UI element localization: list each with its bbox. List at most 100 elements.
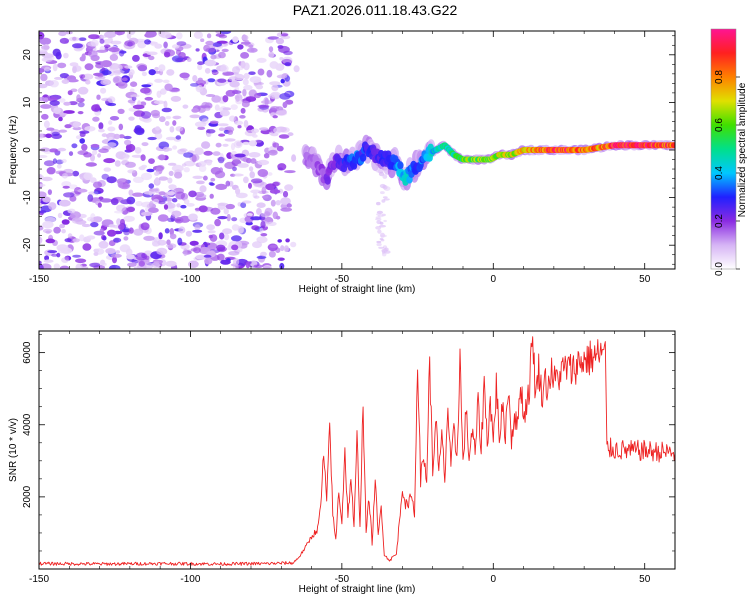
spectrogram-noise-blob — [197, 61, 205, 66]
spectrogram-noise-blob — [175, 191, 186, 200]
spectrogram-noise-blob — [46, 167, 56, 175]
spectrogram-noise-blob — [128, 189, 134, 196]
spectrogram-noise-blob — [206, 160, 213, 166]
spectrogram-noise-blob — [132, 104, 145, 110]
spectrogram-noise-blob — [131, 154, 143, 158]
spectrogram-noise-blob — [231, 224, 240, 231]
spectrogram-noise-blob — [268, 51, 275, 58]
spectrogram-noise-blob — [81, 143, 88, 151]
spectrogram-noise-blob — [193, 31, 203, 39]
spectrogram-noise-blob — [143, 235, 155, 241]
spectrogram-noise-blob — [61, 181, 72, 188]
spectrogram-noise-blob — [152, 113, 161, 119]
spectrogram-noise-blob — [63, 101, 71, 106]
spectrogram-noise-blob — [261, 186, 267, 194]
spectrogram-noise-blob — [82, 243, 92, 251]
spectrogram-noise-blob — [57, 212, 63, 219]
spectrogram-noise-blob — [376, 210, 383, 214]
spectrogram-noise-blob — [96, 94, 101, 100]
spectrogram-noise-blob — [272, 115, 278, 119]
snr-x-ticks: -150 -100 -50 0 50 — [29, 331, 676, 585]
spectrogram-noise-blob — [115, 250, 121, 254]
spectrogram-noise-blob — [167, 200, 172, 207]
y-tick-label: 0 — [22, 147, 33, 153]
spectrogram-noise-blob — [77, 111, 84, 115]
spectrogram-noise-blob — [211, 69, 218, 73]
spectrogram-noise-blob — [113, 133, 121, 140]
spectrogram-noise-blob — [136, 63, 147, 70]
spectrogram-signal-track — [301, 134, 675, 191]
spectrogram-noise-blob — [123, 135, 132, 140]
spectrogram-noise-blob — [57, 147, 67, 152]
spectrogram-noise-blob — [162, 79, 170, 84]
spectrogram-noise-blob — [180, 204, 187, 209]
spectrogram-noise-blob — [163, 41, 168, 49]
spectrogram-noise-blob — [59, 223, 65, 229]
spectrogram-noise-blob — [118, 134, 125, 139]
spectrogram-noise-blob — [72, 170, 80, 177]
spectrogram-noise-blob — [140, 172, 153, 181]
spectrogram-noise-blob — [270, 199, 276, 207]
spectrogram-noise-blob — [77, 101, 85, 108]
spectrogram-noise-blob — [132, 176, 144, 183]
y-tick-label: 6000 — [22, 341, 33, 364]
spectrogram-noise-blob — [58, 31, 67, 37]
spectrogram-noise-blob — [77, 188, 88, 193]
spectrogram-noise-blob — [124, 65, 133, 69]
spectrogram-noise-blob — [160, 88, 167, 95]
spectrogram-noise-blob — [249, 171, 255, 179]
spectrogram-noise-blob — [58, 98, 66, 103]
spectrogram-noise-blob — [47, 250, 58, 254]
spectrogram-noise-blob — [158, 232, 163, 240]
spectrogram-noise-blob — [39, 49, 47, 53]
spectrogram-noise-blob — [256, 202, 266, 208]
spectrogram-noise-blob — [378, 171, 385, 177]
spectrogram-noise-blob — [117, 108, 125, 114]
spectrogram-noise-blob — [240, 202, 247, 209]
spectrogram-noise-blob — [211, 95, 222, 103]
spectrogram-noise-blob — [89, 262, 101, 268]
spectrogram-noise-blob — [285, 99, 294, 105]
spectrogram-noise-blob — [279, 126, 290, 133]
spectrogram-noise-blob — [252, 241, 262, 249]
spectrogram-noise-blob — [223, 208, 229, 215]
spectrogram-noise-blob — [375, 217, 382, 221]
spectrogram-noise-blob — [209, 120, 219, 125]
y-tick-label: -20 — [22, 238, 33, 253]
spectrogram-noise-blob — [138, 166, 146, 171]
spectrogram-noise-blob — [380, 239, 385, 242]
spectrogram-noise-blob — [203, 175, 208, 181]
spectrogram-noise-blob — [42, 228, 53, 234]
spectrogram-noise-blob — [176, 41, 187, 46]
spectrogram-noise-blob — [239, 115, 246, 119]
spectrogram-noise-blob — [59, 265, 70, 269]
spectrogram-noise-blob — [378, 246, 385, 249]
spectrogram-noise-blob — [130, 94, 140, 98]
spectrogram-noise-blob — [102, 236, 107, 241]
spectrogram-noise-blob — [263, 153, 270, 159]
spectrogram-noise-blob — [165, 260, 177, 267]
spectrogram-noise-blob — [250, 216, 262, 221]
spectrogram-noise-blob — [284, 184, 294, 191]
spectrogram-noise-blob — [58, 112, 68, 116]
colorbar-frame — [710, 28, 737, 270]
spectrogram-noise-blob — [84, 63, 94, 71]
spectrogram-noise-blob — [84, 126, 96, 132]
spectrogram-noise-blob — [48, 148, 59, 153]
spectrogram-noise-blob — [45, 238, 56, 244]
spectrogram-noise-blob — [149, 200, 154, 209]
snr-y-ticks: 2000 4000 6000 — [22, 334, 675, 570]
spectrogram-noise-blob — [376, 201, 381, 206]
spectrogram-noise-blob — [112, 256, 117, 264]
spectrogram-x-label: Height of straight line (km) — [299, 284, 416, 295]
spectrogram-noise-blob — [257, 159, 270, 166]
spectrogram-noise-blob — [172, 198, 178, 203]
spectrogram-noise-blob — [128, 227, 134, 234]
spectrogram-noise-blob — [219, 232, 225, 240]
spectrogram-noise-blob — [192, 229, 203, 233]
spectrogram-noise-blob — [154, 177, 160, 185]
spectrogram-noise-blob — [246, 47, 258, 53]
spectrogram-noise-blob — [90, 143, 100, 148]
spectrogram-noise-blob — [42, 220, 54, 229]
